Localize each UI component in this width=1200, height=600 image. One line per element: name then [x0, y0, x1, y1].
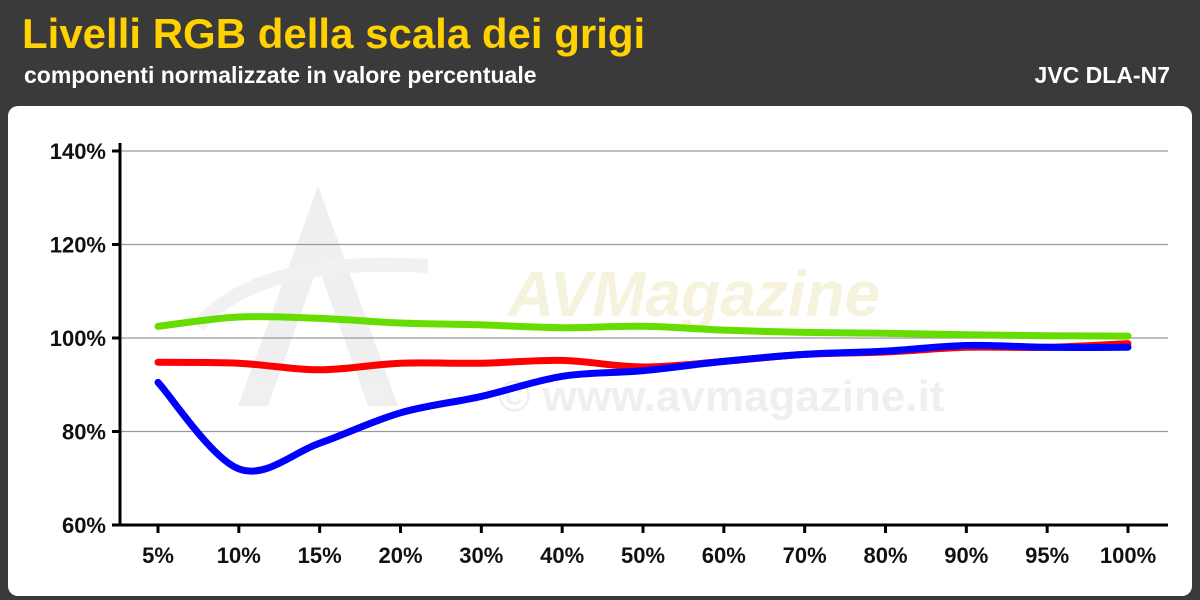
device-name: JVC DLA-N7	[1034, 62, 1170, 88]
chart-panel: AVMagazine © www.avmagazine.it 60% 80% 100…	[8, 106, 1192, 596]
series-line-green	[154, 312, 1132, 340]
series-line-blue	[154, 341, 1132, 475]
x-tick-label: 20%	[378, 543, 422, 568]
y-tick-label: 100%	[50, 326, 106, 351]
series-lines	[154, 312, 1132, 475]
x-tick-label: 5%	[142, 543, 174, 568]
x-tick-label: 90%	[944, 543, 988, 568]
axes	[112, 143, 1168, 533]
av-logo-icon	[192, 186, 429, 406]
x-tick-label: 10%	[217, 543, 261, 568]
x-tick-label: 50%	[621, 543, 665, 568]
x-tick-label: 70%	[783, 543, 827, 568]
watermark: AVMagazine © www.avmagazine.it	[192, 186, 945, 421]
chart-subtitle: componenti normalizzate in valore percen…	[24, 62, 537, 88]
y-tick-label: 60%	[62, 513, 106, 538]
y-axis-tick-labels: 60% 80% 100% 120% 140%	[50, 139, 106, 538]
x-tick-label: 40%	[540, 543, 584, 568]
y-tick-label: 140%	[50, 139, 106, 164]
x-tick-label: 95%	[1025, 543, 1069, 568]
chart-title: Livelli RGB della scala dei grigi	[22, 10, 646, 57]
watermark-url: © www.avmagazine.it	[498, 372, 945, 421]
x-tick-label: 80%	[863, 543, 907, 568]
x-tick-label: 30%	[459, 543, 503, 568]
x-tick-label: 15%	[298, 543, 342, 568]
header: Livelli RGB della scala dei grigi compon…	[0, 0, 1200, 100]
x-tick-label: 100%	[1100, 543, 1156, 568]
x-axis-tick-labels: 5% 10% 15% 20% 30% 40% 50% 60% 70% 80% 90% 95% 100%	[142, 543, 1156, 568]
watermark-brand: AVMagazine	[506, 258, 880, 330]
y-tick-label: 80%	[62, 420, 106, 445]
y-tick-label: 120%	[50, 233, 106, 258]
line-chart: AVMagazine © www.avmagazine.it 60% 80% 100…	[50, 139, 1168, 568]
x-tick-label: 60%	[702, 543, 746, 568]
